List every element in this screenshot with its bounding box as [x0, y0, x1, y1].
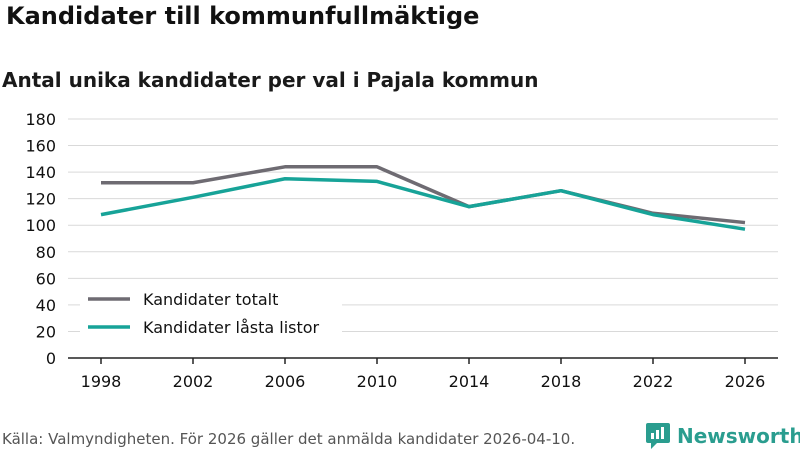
x-tick-label: 2026 [725, 372, 766, 391]
brand-name: Newsworthy [677, 424, 800, 448]
chart-title: Kandidater till kommunfullmäktige [6, 2, 480, 30]
x-tick-label: 2022 [633, 372, 674, 391]
y-tick-label: 120 [25, 190, 56, 209]
y-tick-label: 160 [25, 137, 56, 156]
x-tick-label: 2018 [541, 372, 582, 391]
x-tick-label: 2006 [265, 372, 306, 391]
series-line-kandidater-lasta-listor [100, 177, 746, 231]
x-tick-label: 1998 [81, 372, 122, 391]
y-tick-label: 20 [36, 322, 56, 341]
y-tick-label: 140 [25, 163, 56, 182]
y-tick-label: 80 [36, 243, 56, 262]
y-tick-label: 0 [46, 349, 56, 368]
x-tick-label: 2014 [449, 372, 490, 391]
source-note: Källa: Valmyndigheten. För 2026 gäller d… [2, 430, 576, 448]
y-tick-label: 60 [36, 269, 56, 288]
chart-subtitle: Antal unika kandidater per val i Pajala … [2, 68, 539, 92]
y-tick-label: 100 [25, 216, 56, 235]
newsworthy-logo-icon [646, 423, 670, 449]
legend-label: Kandidater låsta listor [143, 318, 320, 337]
y-tick-label: 180 [25, 110, 56, 129]
x-tick-label: 2002 [173, 372, 214, 391]
y-tick-label: 40 [36, 296, 56, 315]
legend-label: Kandidater totalt [143, 290, 278, 309]
series-line-kandidater-totalt [101, 165, 746, 225]
x-tick-label: 2010 [357, 372, 398, 391]
legend-background [80, 284, 342, 342]
brand-logo[interactable]: Newsworthy [645, 421, 800, 451]
